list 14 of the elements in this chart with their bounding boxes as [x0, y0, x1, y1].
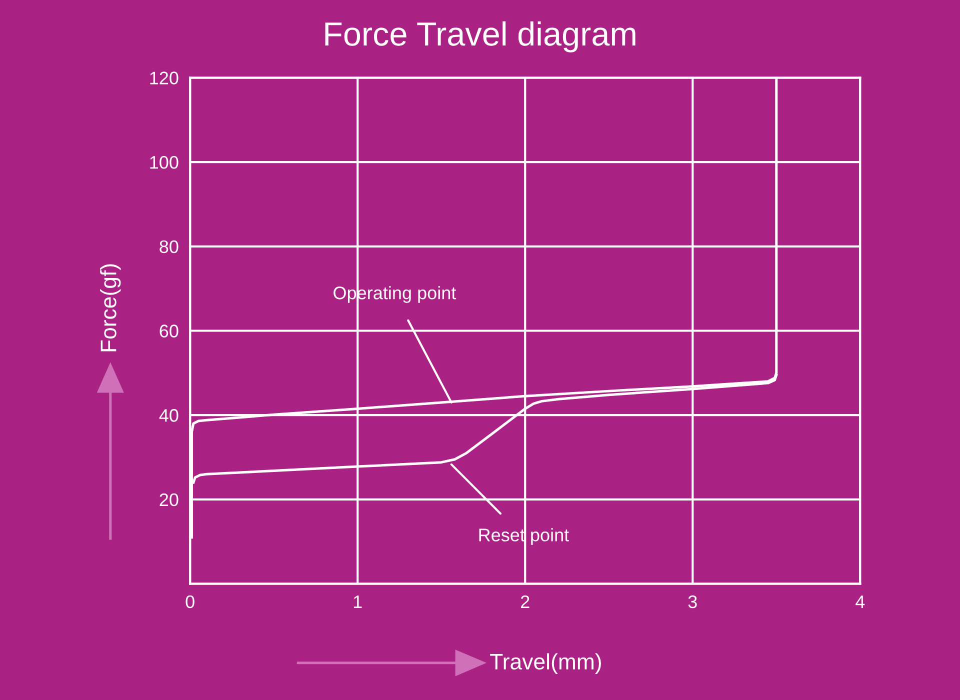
chart-title: Force Travel diagram: [325, 21, 636, 52]
x-tick-label: 2: [521, 595, 530, 608]
y-tick-label: 100: [150, 156, 178, 169]
y-tick-label: 40: [159, 409, 178, 422]
y-tick-label: 20: [160, 493, 178, 506]
x-tick-label: 4: [856, 596, 865, 608]
x-tick-label: 1: [354, 596, 362, 608]
y-tick-label: 80: [160, 240, 178, 254]
y-axis-title: Force(gf): [100, 264, 121, 352]
y-tick-label: 60: [160, 324, 178, 338]
x-axis-title: Travel(mm): [490, 653, 601, 674]
x-tick-label: 0: [186, 595, 194, 608]
y-tick-label: 120: [150, 72, 178, 84]
x-tick-label: 3: [688, 595, 697, 608]
